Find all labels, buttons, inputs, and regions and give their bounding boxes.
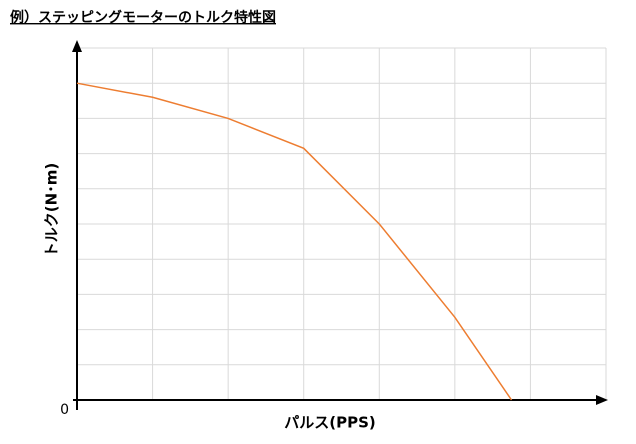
x-axis-arrow bbox=[596, 395, 608, 405]
x-axis-label: パルス(PPS) bbox=[284, 414, 376, 432]
y-axis-arrow bbox=[72, 40, 82, 52]
line bbox=[76, 82, 513, 401]
y-axis-label: トルク(N･m) bbox=[43, 163, 61, 257]
chart-title: 例）ステッピングモーターのトルク特性図 bbox=[10, 9, 276, 26]
y-tick-label: 0 bbox=[60, 402, 69, 418]
